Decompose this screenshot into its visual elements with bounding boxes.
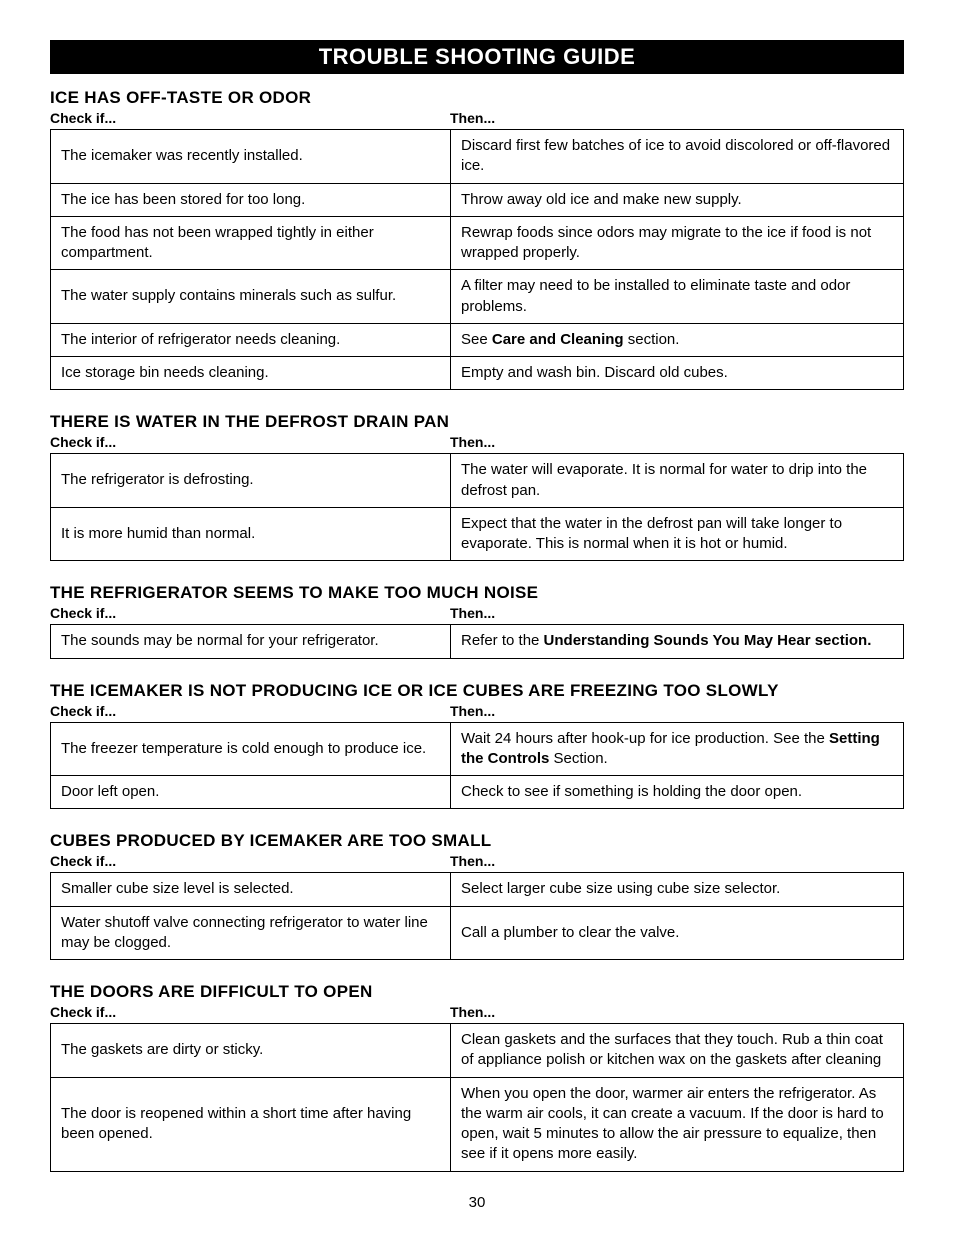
col-header-then: Then... [450, 434, 904, 450]
table-row: The interior of refrigerator needs clean… [51, 323, 904, 356]
table-row: Water shutoff valve connecting refrigera… [51, 906, 904, 960]
table-row: The freezer temperature is cold enough t… [51, 722, 904, 776]
then-cell: The water will evaporate. It is normal f… [451, 454, 904, 508]
table-row: It is more humid than normal.Expect that… [51, 507, 904, 561]
section-title: THE REFRIGERATOR SEEMS TO MAKE TOO MUCH … [50, 583, 904, 603]
table-row: Smaller cube size level is selected.Sele… [51, 873, 904, 906]
troubleshoot-table: The sounds may be normal for your refrig… [50, 624, 904, 658]
col-header-check: Check if... [50, 1004, 450, 1020]
section-title: THE DOORS ARE DIFFICULT TO OPEN [50, 982, 904, 1002]
check-cell: The gaskets are dirty or sticky. [51, 1024, 451, 1078]
then-cell: Throw away old ice and make new supply. [451, 183, 904, 216]
then-cell: Expect that the water in the defrost pan… [451, 507, 904, 561]
troubleshoot-section: THE ICEMAKER IS NOT PRODUCING ICE OR ICE… [50, 681, 904, 810]
then-cell: Rewrap foods since odors may migrate to … [451, 216, 904, 270]
check-cell: The ice has been stored for too long. [51, 183, 451, 216]
troubleshoot-table: Smaller cube size level is selected.Sele… [50, 872, 904, 960]
page-banner: TROUBLE SHOOTING GUIDE [50, 40, 904, 74]
then-cell: Discard first few batches of ice to avoi… [451, 130, 904, 184]
column-headers: Check if...Then... [50, 703, 904, 719]
then-cell: A filter may need to be installed to eli… [451, 270, 904, 324]
then-cell: When you open the door, warmer air enter… [451, 1077, 904, 1171]
col-header-check: Check if... [50, 110, 450, 126]
table-row: Door left open.Check to see if something… [51, 776, 904, 809]
col-header-check: Check if... [50, 703, 450, 719]
troubleshoot-section: CUBES PRODUCED BY ICEMAKER ARE TOO SMALL… [50, 831, 904, 960]
check-cell: Door left open. [51, 776, 451, 809]
then-cell: Clean gaskets and the surfaces that they… [451, 1024, 904, 1078]
then-cell: Empty and wash bin. Discard old cubes. [451, 357, 904, 390]
troubleshoot-table: The refrigerator is defrosting.The water… [50, 453, 904, 561]
table-row: The refrigerator is defrosting.The water… [51, 454, 904, 508]
then-cell: Wait 24 hours after hook-up for ice prod… [451, 722, 904, 776]
check-cell: Ice storage bin needs cleaning. [51, 357, 451, 390]
table-row: The gaskets are dirty or sticky.Clean ga… [51, 1024, 904, 1078]
column-headers: Check if...Then... [50, 605, 904, 621]
then-cell: Select larger cube size using cube size … [451, 873, 904, 906]
check-cell: The refrigerator is defrosting. [51, 454, 451, 508]
check-cell: The food has not been wrapped tightly in… [51, 216, 451, 270]
troubleshoot-section: THERE IS WATER IN THE DEFROST DRAIN PAN C… [50, 412, 904, 561]
troubleshoot-table: The icemaker was recently installed.Disc… [50, 129, 904, 390]
check-cell: The sounds may be normal for your refrig… [51, 625, 451, 658]
column-headers: Check if...Then... [50, 853, 904, 869]
check-cell: The freezer temperature is cold enough t… [51, 722, 451, 776]
troubleshoot-table: The freezer temperature is cold enough t… [50, 722, 904, 810]
section-title: CUBES PRODUCED BY ICEMAKER ARE TOO SMALL [50, 831, 904, 851]
column-headers: Check if...Then... [50, 110, 904, 126]
column-headers: Check if...Then... [50, 434, 904, 450]
then-cell: Check to see if something is holding the… [451, 776, 904, 809]
troubleshoot-table: The gaskets are dirty or sticky.Clean ga… [50, 1023, 904, 1172]
check-cell: Water shutoff valve connecting refrigera… [51, 906, 451, 960]
check-cell: The icemaker was recently installed. [51, 130, 451, 184]
col-header-then: Then... [450, 110, 904, 126]
table-row: The icemaker was recently installed.Disc… [51, 130, 904, 184]
troubleshoot-section: THE REFRIGERATOR SEEMS TO MAKE TOO MUCH … [50, 583, 904, 658]
table-row: The food has not been wrapped tightly in… [51, 216, 904, 270]
table-row: The ice has been stored for too long.Thr… [51, 183, 904, 216]
col-header-then: Then... [450, 1004, 904, 1020]
check-cell: The interior of refrigerator needs clean… [51, 323, 451, 356]
col-header-check: Check if... [50, 605, 450, 621]
column-headers: Check if...Then... [50, 1004, 904, 1020]
section-title: ICE HAS OFF-TASTE OR ODOR [50, 88, 904, 108]
page-number: 30 [50, 1194, 904, 1211]
table-row: The water supply contains minerals such … [51, 270, 904, 324]
table-row: The sounds may be normal for your refrig… [51, 625, 904, 658]
col-header-check: Check if... [50, 853, 450, 869]
then-cell: Refer to the Understanding Sounds You Ma… [451, 625, 904, 658]
then-cell: See Care and Cleaning section. [451, 323, 904, 356]
col-header-then: Then... [450, 605, 904, 621]
section-title: THE ICEMAKER IS NOT PRODUCING ICE OR ICE… [50, 681, 904, 701]
check-cell: Smaller cube size level is selected. [51, 873, 451, 906]
then-cell: Call a plumber to clear the valve. [451, 906, 904, 960]
troubleshoot-section: THE DOORS ARE DIFFICULT TO OPEN Check if.… [50, 982, 904, 1172]
col-header-then: Then... [450, 703, 904, 719]
table-row: Ice storage bin needs cleaning.Empty and… [51, 357, 904, 390]
check-cell: The door is reopened within a short time… [51, 1077, 451, 1171]
troubleshoot-section: ICE HAS OFF-TASTE OR ODOR Check if...Then… [50, 88, 904, 390]
col-header-check: Check if... [50, 434, 450, 450]
check-cell: It is more humid than normal. [51, 507, 451, 561]
col-header-then: Then... [450, 853, 904, 869]
check-cell: The water supply contains minerals such … [51, 270, 451, 324]
table-row: The door is reopened within a short time… [51, 1077, 904, 1171]
sections-container: ICE HAS OFF-TASTE OR ODORCheck if...Then… [50, 88, 904, 1172]
section-title: THERE IS WATER IN THE DEFROST DRAIN PAN [50, 412, 904, 432]
